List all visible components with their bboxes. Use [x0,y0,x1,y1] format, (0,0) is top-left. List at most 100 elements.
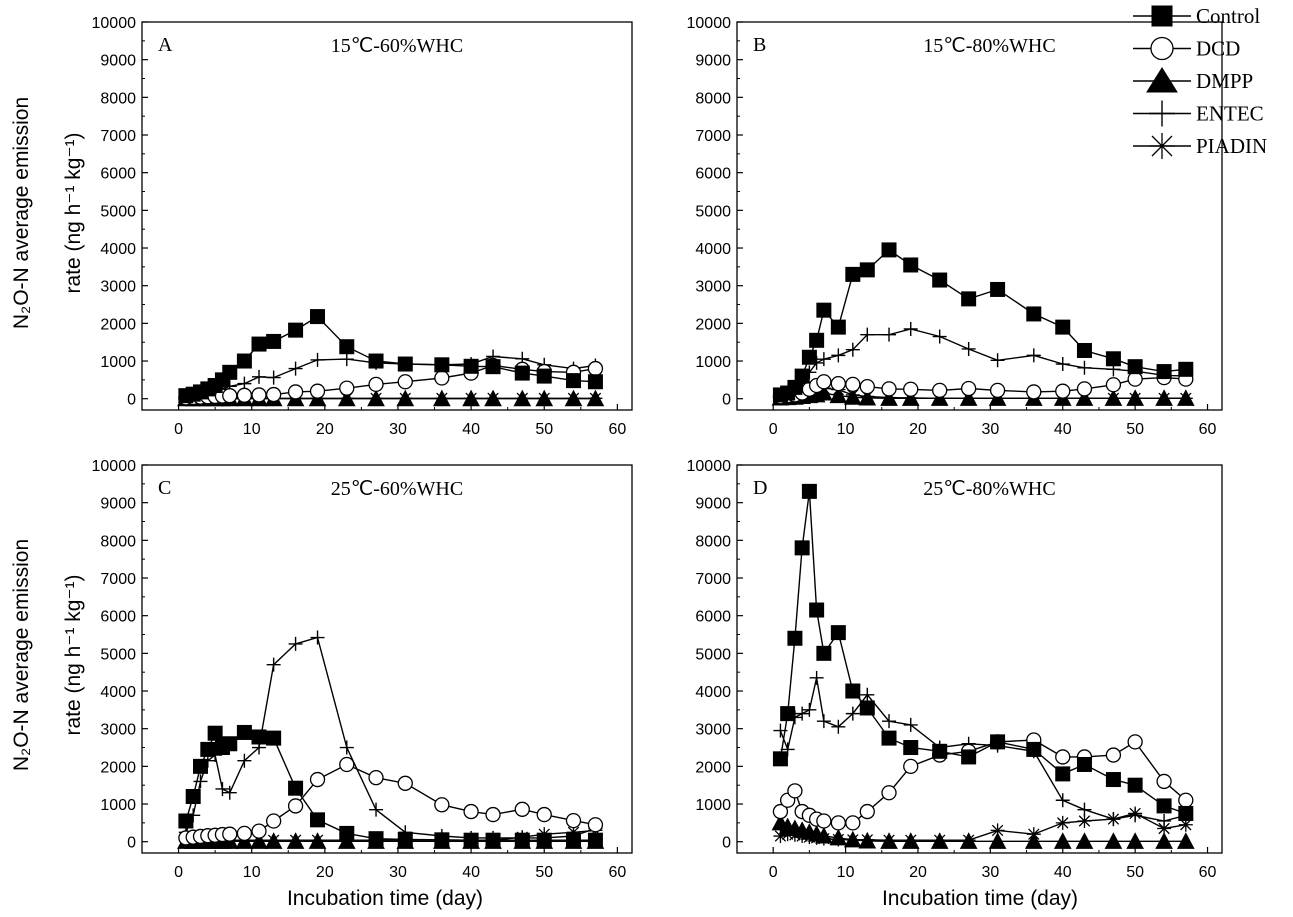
point-dmpp [1104,389,1123,406]
point-dcd [485,806,501,823]
point-dcd [397,374,413,390]
point-control [845,266,861,282]
x-tick-label: 10 [243,421,261,438]
legend-label: DCD [1196,37,1240,61]
point-dcd [287,384,304,400]
x-tick-label: 60 [608,421,626,438]
x-tick-label: 0 [769,864,778,881]
point-dmpp [959,389,978,406]
point-control [1105,772,1121,788]
point-control [801,483,817,499]
point-dcd [339,756,355,773]
y-tick-label: 7000 [100,128,136,145]
point-control [794,368,810,384]
point-control [288,322,304,338]
point-dmpp [1024,832,1043,849]
ylabel-top-line1: N₂O-N average emission [10,97,33,329]
point-dmpp [308,832,327,849]
point-control [565,832,581,848]
series-control [772,483,1194,821]
y-tick-label: 0 [722,392,731,409]
point-dcd [830,815,846,831]
point-entec [266,657,281,672]
point-dmpp [1126,389,1144,406]
point-entec [961,341,976,356]
point-control [881,242,897,258]
point-entec [1055,357,1070,372]
point-entec [193,774,208,789]
point-dmpp [880,389,898,406]
ylabel-bottom-line2: rate (ng h⁻¹ kg⁻¹) [62,574,85,735]
point-dcd [309,771,326,788]
x-tick-label: 50 [1126,864,1144,881]
y-tick-label: 10000 [687,15,732,32]
point-control [207,725,223,741]
point-entec [816,352,831,367]
point-control [463,358,479,374]
point-control [185,788,201,804]
x-tick-label: 30 [981,421,999,438]
y-tick-label: 3000 [695,279,731,296]
point-dcd [1127,734,1143,750]
point-control [932,743,948,759]
point-dcd [1055,749,1071,765]
point-dmpp [367,389,385,407]
point-dmpp [250,832,268,849]
y-tick-label: 8000 [695,90,731,107]
x-tick-label: 0 [174,864,183,881]
legend-label: Control [1196,4,1260,28]
panel-title: 25℃-60%WHC [331,478,463,500]
point-entec [845,342,860,357]
y-tick-label: 1000 [100,354,136,371]
x-tick-label: 60 [1199,864,1217,881]
point-control [794,540,810,556]
y-tick-label: 8000 [100,90,136,107]
point-entec [990,353,1005,368]
point-control [1055,319,1071,335]
panel-letter: B [753,34,766,56]
point-dmpp [815,383,833,401]
point-dmpp [843,388,862,405]
point-control [463,832,479,848]
xlabel-right: Incubation time (day) [882,887,1078,910]
point-dcd [236,387,253,403]
series-line-dcd [779,739,1187,824]
y-tick-label: 9000 [695,53,731,70]
point-control [809,332,825,348]
point-piadin [1178,817,1193,832]
point-control [368,353,384,369]
point-entec [882,714,897,729]
point-control [251,729,267,745]
point-dmpp [264,832,283,849]
point-dmpp [1155,389,1173,406]
point-control [961,291,977,307]
y-tick-label: 9000 [695,496,731,513]
x-tick-label: 50 [1126,421,1144,438]
point-control [565,373,581,389]
point-control [288,780,304,796]
point-entec [252,369,267,384]
y-tick-label: 4000 [100,684,136,701]
y-tick-label: 3000 [695,722,731,739]
y-tick-label: 3000 [100,279,136,296]
legend-label: PIADIN [1196,134,1267,158]
x-tick-label: 40 [462,864,480,881]
point-dcd [309,383,326,399]
point-dcd [339,380,355,396]
point-entec [882,327,897,342]
y-tick-label: 4000 [695,241,731,258]
series-dcd [178,756,604,846]
point-control [1156,798,1172,814]
ylabel-top-line2: rate (ng h⁻¹ kg⁻¹) [62,132,85,293]
point-dcd [368,376,384,393]
y-tick-label: 2000 [695,316,731,333]
point-control [514,365,530,381]
legend-entry-dmpp: DMPP [1133,67,1253,93]
point-dcd [287,798,304,814]
point-control [485,832,501,848]
plot-frame [736,464,1223,854]
legend-entry-entec: ENTEC [1133,100,1264,127]
y-tick-label: 5000 [695,646,731,663]
legend-marker-dcd [1150,36,1174,61]
point-control [809,602,825,618]
